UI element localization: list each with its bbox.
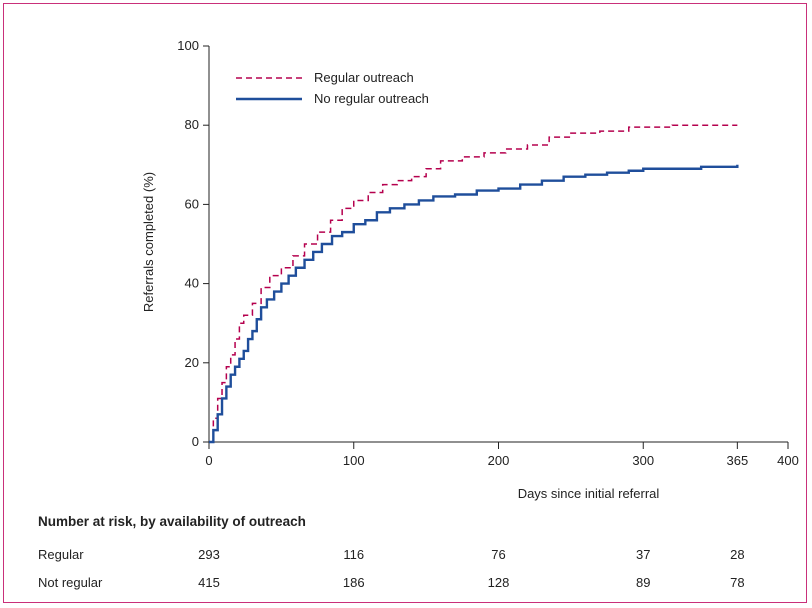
risk-table-title: Number at risk, by availability of outre… [38,514,306,529]
y-tick-label: 0 [192,434,199,449]
x-tick-label: 300 [632,453,654,468]
risk-cell: 186 [343,575,365,590]
chart-axes: 0 20 40 60 80 100 0 100 200 300 365 400 [177,38,799,468]
risk-cell: 76 [491,547,505,562]
x-tick-label: 400 [777,453,799,468]
y-tick-label: 40 [185,276,199,291]
x-axis-title: Days since initial referral [518,486,660,501]
risk-table: Regular 293 116 76 37 28 Not regular 415 186 128 8… [38,547,745,590]
risk-cell: 37 [636,547,650,562]
risk-cell: 116 [343,547,364,562]
risk-row-label: Regular [38,547,84,562]
y-tick-label: 60 [185,196,199,211]
figure-frame: 0 20 40 60 80 100 0 100 200 300 365 400 Regular out… [3,3,807,603]
risk-cell: 28 [730,547,744,562]
x-tick-label: 0 [205,453,212,468]
risk-cell: 293 [198,547,220,562]
y-tick-label: 100 [177,38,199,53]
x-tick-label: 365 [726,453,748,468]
risk-cell: 415 [198,575,220,590]
x-tick-label: 100 [343,453,365,468]
risk-cell: 78 [730,575,744,590]
series-line-regular-outreach [209,124,738,443]
y-axis-title: Referrals completed (%) [141,172,156,312]
risk-cell: 89 [636,575,650,590]
y-tick-label: 20 [185,355,199,370]
legend-label-no-regular-outreach: No regular outreach [314,91,429,106]
risk-row-label: Not regular [38,575,103,590]
series-line-no-regular-outreach [209,164,739,444]
y-tick-label: 80 [185,117,199,132]
risk-cell: 128 [488,575,510,590]
chart-series-layer [209,124,739,444]
chart-legend: Regular outreach No regular outreach [236,70,429,106]
km-chart: 0 20 40 60 80 100 0 100 200 300 365 400 Regular out… [38,38,799,590]
legend-label-regular-outreach: Regular outreach [314,70,414,85]
x-tick-label: 200 [488,453,510,468]
